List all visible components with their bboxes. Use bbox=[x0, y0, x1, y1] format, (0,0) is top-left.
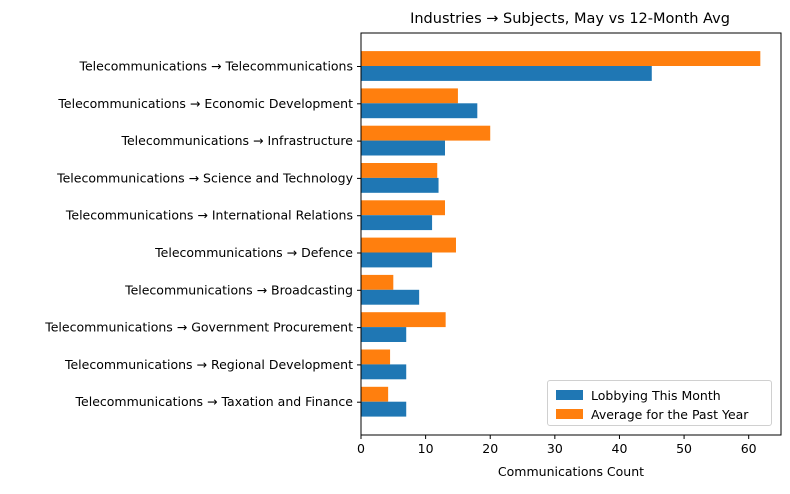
bars-group bbox=[361, 51, 761, 417]
x-tick-label-3: 30 bbox=[547, 441, 563, 456]
bar-this-month-3 bbox=[361, 177, 439, 193]
x-tick-label-2: 20 bbox=[482, 441, 498, 456]
legend-item-this-month: Lobbying This Month bbox=[556, 387, 721, 403]
x-tick-label-5: 50 bbox=[676, 441, 692, 456]
bar-past-year-2 bbox=[361, 125, 491, 141]
y-tick-label-8: Telecommunications → Regional Developmen… bbox=[64, 357, 353, 372]
y-tick-label-7: Telecommunications → Government Procurem… bbox=[44, 320, 353, 335]
y-tick-label-1: Telecommunications → Economic Developmen… bbox=[57, 96, 353, 111]
y-tick-label-6: Telecommunications → Broadcasting bbox=[124, 282, 353, 297]
bar-this-month-0 bbox=[361, 66, 652, 81]
bar-past-year-3 bbox=[361, 163, 438, 178]
y-tick-label-0: Telecommunications → Telecommunications bbox=[78, 59, 353, 74]
bar-this-month-8 bbox=[361, 364, 407, 380]
x-tick-label-0: 0 bbox=[357, 441, 365, 456]
bar-this-month-7 bbox=[361, 327, 407, 342]
x-tick-label-4: 40 bbox=[612, 441, 628, 456]
bar-past-year-6 bbox=[361, 274, 394, 290]
bar-past-year-7 bbox=[361, 312, 446, 328]
bar-past-year-9 bbox=[361, 386, 389, 402]
bar-this-month-9 bbox=[361, 401, 407, 417]
y-tick-label-9: Telecommunications → Taxation and Financ… bbox=[75, 394, 354, 409]
legend: Lobbying This Month Average for the Past… bbox=[547, 380, 772, 426]
bar-past-year-5 bbox=[361, 237, 456, 253]
y-axis-ticks: Telecommunications → Telecommunications T… bbox=[44, 59, 361, 409]
chart-title: Industries → Subjects, May vs 12-Month A… bbox=[410, 11, 730, 27]
bar-past-year-8 bbox=[361, 349, 391, 365]
legend-swatch-this-month bbox=[556, 390, 583, 400]
bar-this-month-5 bbox=[361, 252, 433, 268]
legend-label-this-month: Lobbying This Month bbox=[591, 387, 721, 403]
bar-this-month-6 bbox=[361, 289, 420, 305]
x-tick-label-6: 60 bbox=[741, 441, 757, 456]
bar-past-year-4 bbox=[361, 200, 445, 216]
x-tick-label-1: 10 bbox=[418, 441, 434, 456]
bar-past-year-0 bbox=[361, 51, 761, 66]
x-axis-label: Communications Count bbox=[498, 464, 644, 479]
legend-item-past-year: Average for the Past Year bbox=[556, 406, 749, 422]
legend-swatch-past-year bbox=[556, 409, 583, 419]
x-axis-ticks: 0 10 20 30 40 50 60 bbox=[357, 435, 757, 456]
bar-this-month-2 bbox=[361, 140, 445, 156]
y-tick-label-2: Telecommunications → Infrastructure bbox=[120, 133, 353, 148]
y-tick-label-3: Telecommunications → Science and Technol… bbox=[56, 170, 354, 185]
legend-label-past-year: Average for the Past Year bbox=[591, 406, 749, 422]
bar-past-year-1 bbox=[361, 88, 458, 104]
y-tick-label-4: Telecommunications → International Relat… bbox=[65, 208, 353, 223]
y-tick-label-5: Telecommunications → Defence bbox=[154, 245, 353, 260]
bar-this-month-4 bbox=[361, 215, 433, 231]
plot-frame bbox=[360, 32, 782, 436]
bar-this-month-1 bbox=[361, 103, 478, 119]
